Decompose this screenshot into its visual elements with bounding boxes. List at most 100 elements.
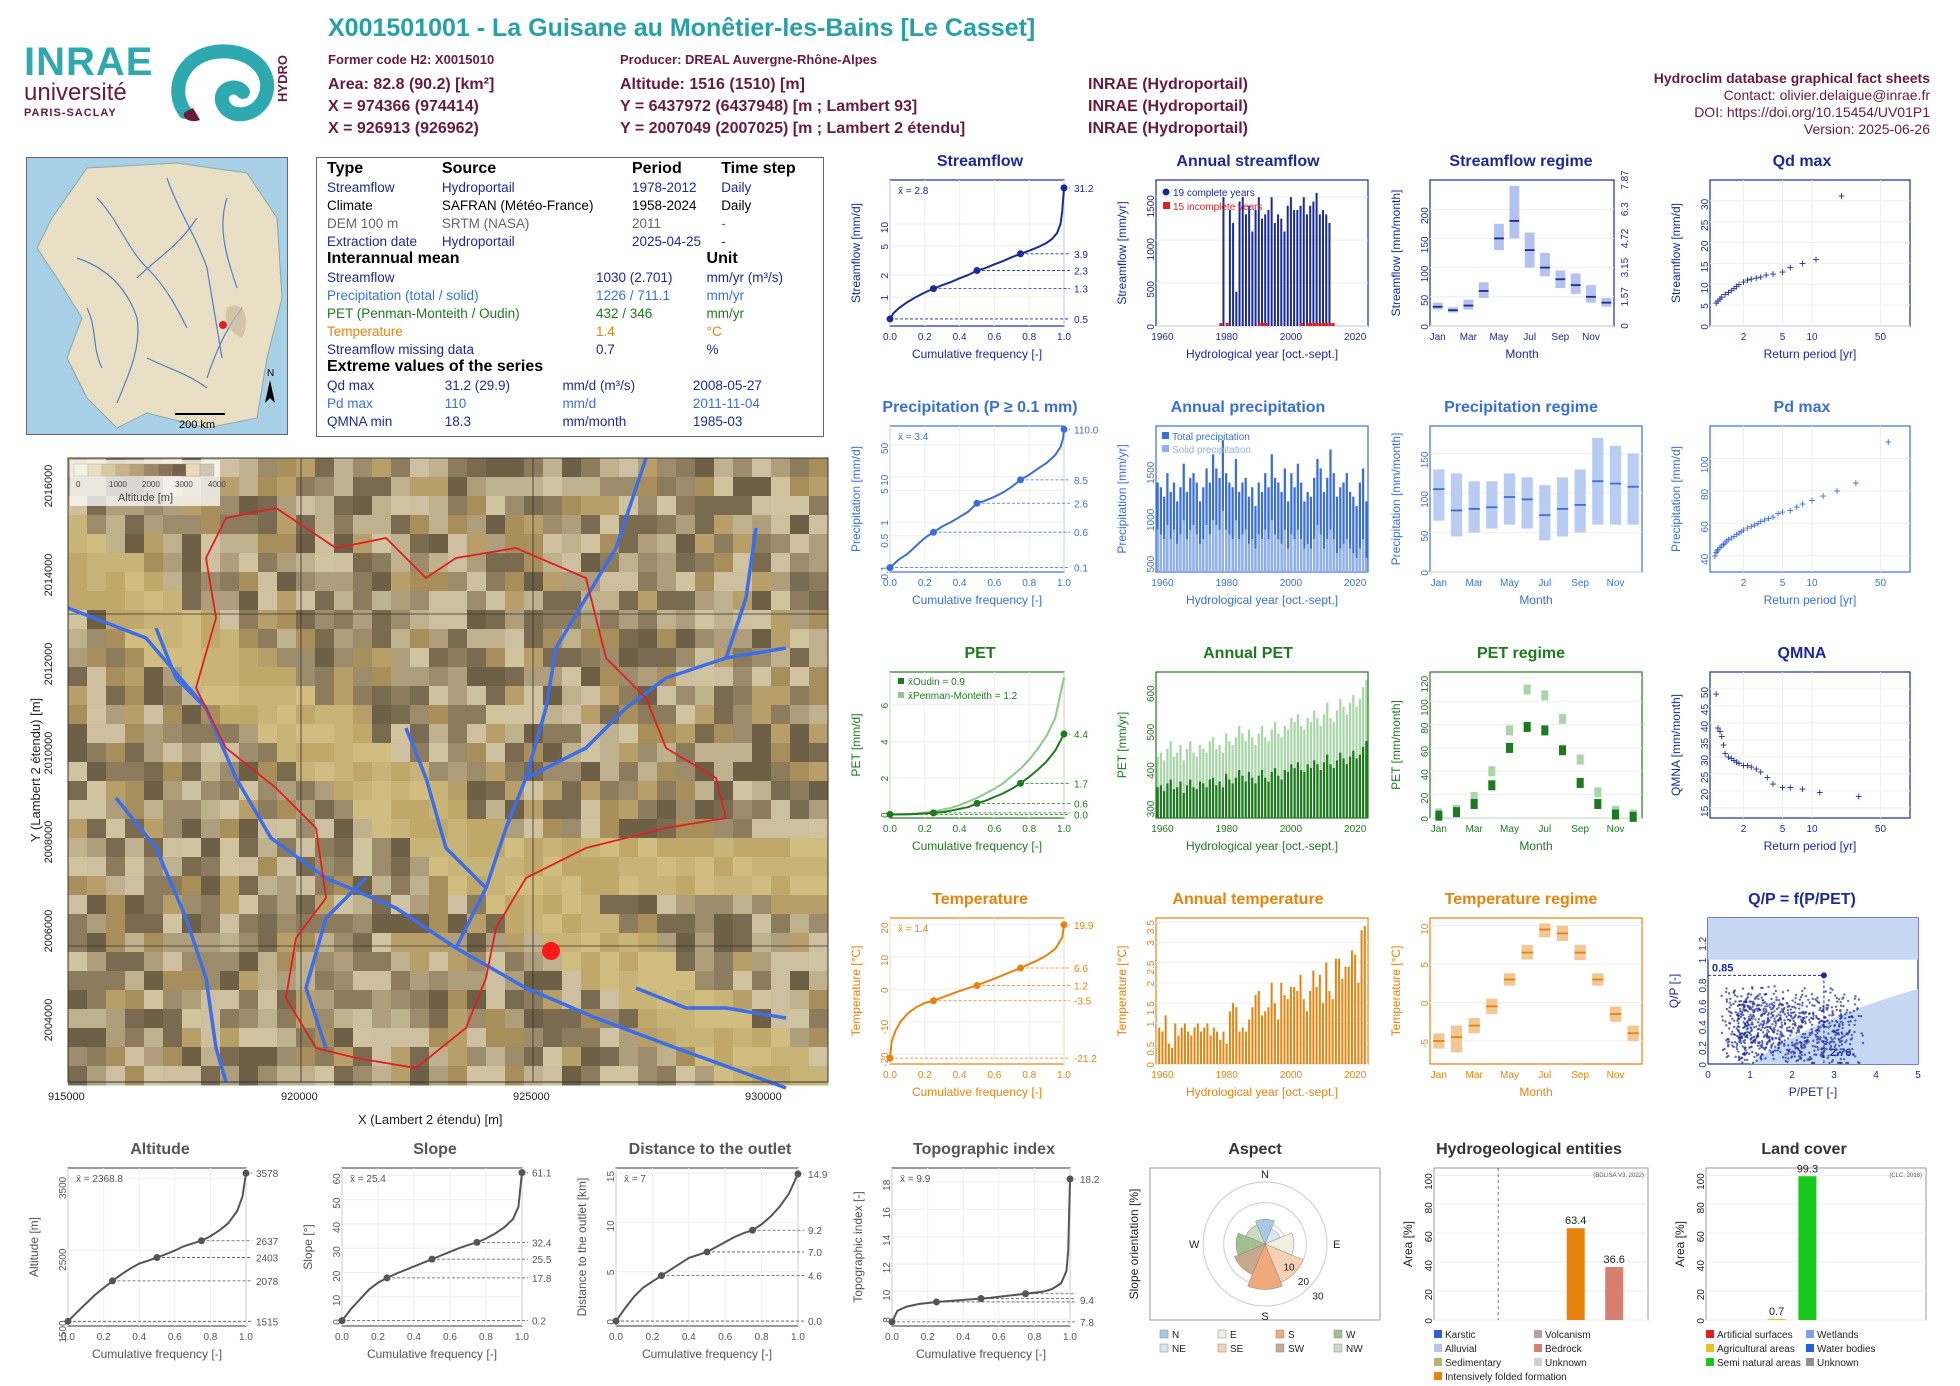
y-tick: 1500 xyxy=(1146,461,1157,484)
terrain-tile xyxy=(372,591,392,611)
data-point: + xyxy=(1779,505,1786,519)
quantile-point xyxy=(612,1317,620,1325)
extremes-title: Extreme values of the series xyxy=(327,358,544,375)
bar xyxy=(1289,986,1292,1064)
terrain-tile xyxy=(201,800,221,820)
y-axis-label: Topographic index [-] xyxy=(851,1191,865,1302)
data-point xyxy=(1766,1028,1769,1032)
data-point xyxy=(1760,1004,1763,1007)
y-tick: 0 xyxy=(1700,324,1711,330)
data-point xyxy=(1825,1003,1829,1007)
bar xyxy=(1222,197,1225,326)
terrain-tile xyxy=(676,1066,696,1086)
data-point xyxy=(1847,1053,1850,1057)
terrain-tile xyxy=(163,705,183,725)
bar-total xyxy=(1326,477,1329,572)
y-tick: 20 xyxy=(1424,1289,1435,1301)
rose-sector xyxy=(1255,1219,1275,1245)
terrain-tile xyxy=(771,515,791,535)
x-tick: 0.0 xyxy=(883,824,897,835)
terrain-tile xyxy=(144,914,164,934)
bar-solid xyxy=(1309,548,1313,572)
terrain-tile xyxy=(676,724,696,744)
y-tick: -5 xyxy=(1420,1039,1431,1048)
terrain-tile xyxy=(258,800,278,820)
mean-label: x̄ = 7 xyxy=(624,1174,646,1185)
y-axis-label: Streamflow [mm/yr] xyxy=(1115,201,1129,304)
x-tick: 0.4 xyxy=(953,824,967,835)
x-tick: 1.0 xyxy=(1057,578,1071,589)
data-point xyxy=(1818,1021,1821,1025)
data-point xyxy=(1776,1029,1779,1032)
data-point xyxy=(1827,1054,1830,1057)
mean-name: Temperature xyxy=(327,323,403,339)
terrain-tile xyxy=(334,705,354,725)
bar-solid xyxy=(1348,548,1352,572)
terrain-tile xyxy=(277,591,297,611)
former-code: Former code H2: X0015010 xyxy=(328,52,495,67)
bar-total xyxy=(1293,487,1296,572)
quantile-point xyxy=(933,1298,940,1306)
terrain-tile xyxy=(87,781,107,801)
quantile-label: 9.4 xyxy=(1080,1296,1094,1307)
terrain-tile xyxy=(733,876,753,896)
river xyxy=(724,527,758,659)
bar-total xyxy=(1267,741,1270,818)
terrain-tile xyxy=(657,933,677,953)
row-timestep: Daily xyxy=(721,179,752,195)
y-tick: 100 xyxy=(1420,699,1431,716)
terrain-tile xyxy=(87,857,107,877)
terrain-tile xyxy=(239,553,259,573)
data-point xyxy=(1759,1022,1762,1026)
terrain-tile xyxy=(144,572,164,592)
terrain-tile xyxy=(144,1066,164,1086)
terrain-tile xyxy=(809,591,829,611)
data-point xyxy=(1755,1004,1759,1007)
terrain-tile xyxy=(372,724,392,744)
x-tick: 920000 xyxy=(281,1091,318,1103)
x-tick: 0.0 xyxy=(883,578,897,589)
x-tick: 0.4 xyxy=(956,1332,970,1343)
data-point xyxy=(1850,1037,1854,1040)
terrain-tile xyxy=(239,724,259,744)
terrain-tile xyxy=(752,952,772,972)
x-tick: 925000 xyxy=(513,1091,550,1103)
legend-item: W xyxy=(1346,1330,1356,1341)
quantile-label: 17.8 xyxy=(532,1274,552,1285)
terrain-tile xyxy=(391,515,411,535)
data-point: + xyxy=(1808,494,1815,508)
terrain-tile xyxy=(790,477,810,497)
terrain-tile xyxy=(239,610,259,630)
bar-solid xyxy=(1156,787,1159,818)
terrain-tile xyxy=(144,857,164,877)
terrain-tile xyxy=(505,496,525,516)
y-axis-label: Altitude [m] xyxy=(27,1217,41,1277)
extreme-unit: mm/d xyxy=(562,395,597,411)
terrain-tile xyxy=(752,572,772,592)
quantile-label: 0.0 xyxy=(808,1317,822,1328)
terrain-tile xyxy=(410,895,430,915)
terrain-tile xyxy=(87,1066,107,1086)
terrain-tile xyxy=(448,553,468,573)
terrain-tile xyxy=(562,572,582,592)
terrain-tile xyxy=(771,724,791,744)
terrain-tile xyxy=(524,477,544,497)
terrain-tile xyxy=(125,572,145,592)
terrain-tile xyxy=(106,876,126,896)
data-point xyxy=(1853,1030,1856,1034)
terrain-tile xyxy=(391,705,411,725)
y-tick: 80 xyxy=(1424,1202,1435,1214)
north-arrow-icon xyxy=(265,380,275,403)
bar-solid xyxy=(1156,529,1159,572)
terrain-tile xyxy=(505,724,525,744)
terrain-tile xyxy=(106,952,126,972)
legend-swatch xyxy=(1159,1329,1169,1339)
x-tick: May xyxy=(1490,332,1509,343)
terrain-tile xyxy=(562,914,582,934)
terrain-tile xyxy=(486,1047,506,1067)
bar xyxy=(1187,1031,1190,1064)
terrain-tile xyxy=(144,705,164,725)
data-point xyxy=(1740,1012,1743,1015)
bar-solid xyxy=(1358,754,1361,818)
